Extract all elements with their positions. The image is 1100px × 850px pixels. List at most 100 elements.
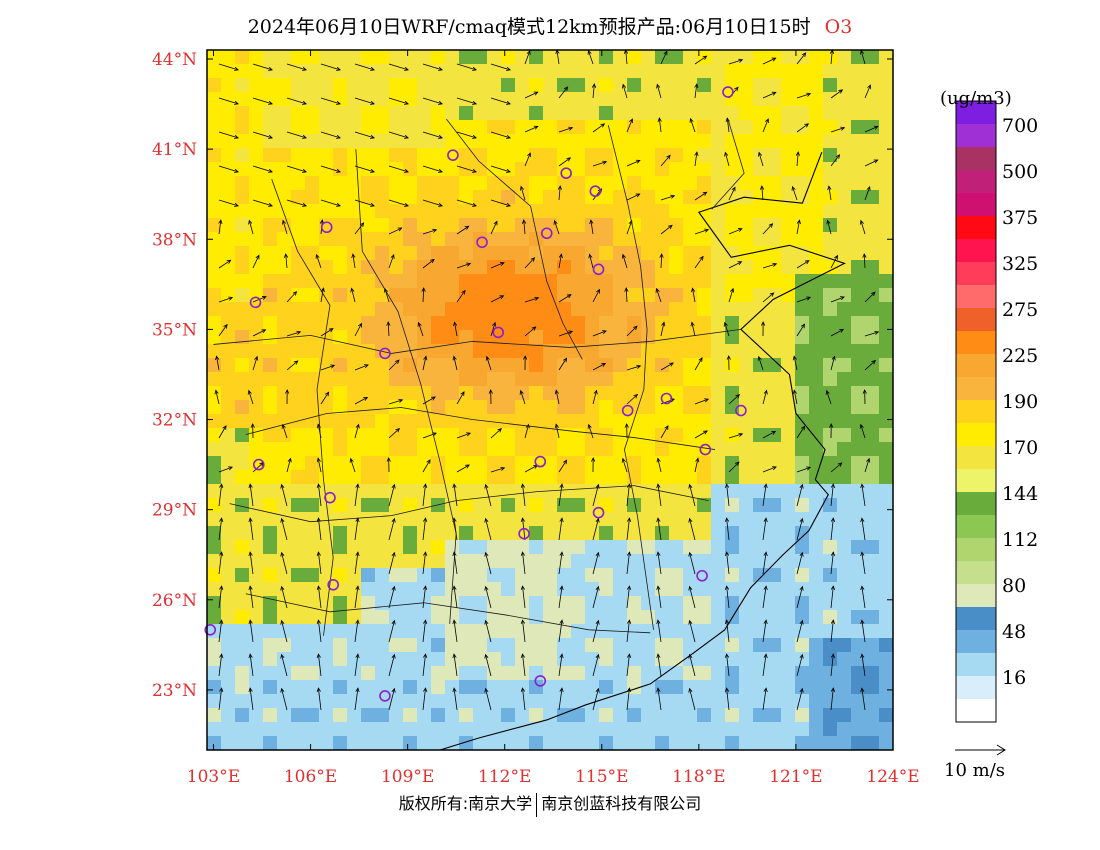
- wind-arrow: [422, 356, 427, 371]
- field-cell: [669, 106, 684, 121]
- field-cell: [739, 344, 754, 359]
- field-cell: [753, 540, 768, 555]
- field-cell: [459, 624, 474, 639]
- field-cell: [501, 596, 516, 611]
- wind-arrow-head: [763, 551, 768, 557]
- field-cell: [823, 92, 838, 107]
- field-cell: [529, 610, 544, 625]
- field-cell: [795, 218, 810, 233]
- field-cell: [277, 120, 292, 135]
- field-cell: [739, 120, 754, 135]
- field-cell: [515, 484, 530, 499]
- field-cell: [459, 652, 474, 667]
- field-cell: [291, 176, 306, 191]
- field-cell: [865, 666, 880, 681]
- field-cell: [249, 372, 264, 387]
- field-cell: [641, 246, 656, 261]
- field-cell: [403, 666, 418, 681]
- field-cell: [403, 428, 418, 443]
- field-cell: [501, 232, 516, 247]
- field-cell: [879, 64, 894, 79]
- city-station-marker: [249, 296, 262, 309]
- wind-arrow: [281, 552, 288, 575]
- field-cell: [641, 736, 656, 751]
- field-cell: [445, 666, 460, 681]
- reference-vector-label: 10 m/s: [944, 760, 1005, 781]
- field-cell: [697, 106, 712, 121]
- field-cell: [627, 694, 642, 709]
- field-cell: [361, 414, 376, 429]
- field-cell: [585, 176, 600, 191]
- field-cell: [515, 274, 530, 289]
- field-cell: [837, 50, 852, 65]
- field-cell: [781, 736, 796, 751]
- field-cell: [221, 694, 236, 709]
- field-cell: [585, 162, 600, 177]
- field-cell: [809, 120, 824, 135]
- field-cell: [571, 652, 586, 667]
- field-cell: [641, 218, 656, 233]
- field-cell: [361, 78, 376, 93]
- field-cell: [501, 526, 516, 541]
- field-cell: [585, 302, 600, 317]
- wind-arrow-head: [839, 328, 845, 333]
- field-cell: [431, 134, 446, 149]
- field-cell: [319, 708, 334, 723]
- field-cell: [389, 526, 404, 541]
- field-cell: [599, 498, 614, 513]
- wind-arrow-head: [432, 432, 437, 437]
- field-cell: [417, 176, 432, 191]
- field-cell: [361, 260, 376, 275]
- field-cell: [753, 610, 768, 625]
- field-cell: [277, 176, 292, 191]
- field-cell: [627, 582, 642, 597]
- field-cell: [473, 568, 488, 583]
- field-cell: [515, 722, 530, 737]
- field-cell: [585, 120, 600, 135]
- field-cell: [613, 176, 628, 191]
- province-boundaries: [213, 118, 846, 751]
- field-cell: [249, 218, 264, 233]
- field-cell: [403, 162, 418, 177]
- field-cell: [739, 414, 754, 429]
- field-cell: [627, 50, 642, 65]
- field-cell: [459, 344, 474, 359]
- wind-arrow: [592, 688, 599, 711]
- field-cell: [459, 274, 474, 289]
- field-cell: [277, 204, 292, 219]
- field-cell: [739, 288, 754, 303]
- wind-arrow-head: [316, 551, 321, 557]
- field-cell: [207, 330, 222, 345]
- field-cell: [781, 148, 796, 163]
- field-cell: [347, 358, 362, 373]
- wind-arrow-head: [423, 585, 428, 591]
- field-cell: [473, 92, 488, 107]
- field-cell: [585, 232, 600, 247]
- field-cell: [319, 330, 334, 345]
- field-cell: [235, 218, 250, 233]
- field-cell: [655, 652, 670, 667]
- wind-arrow-head: [559, 619, 564, 625]
- field-cell: [669, 470, 684, 485]
- field-cell: [305, 344, 320, 359]
- field-cell: [473, 610, 488, 625]
- field-cell: [599, 638, 614, 653]
- wind-arrow: [626, 620, 630, 643]
- wind-arrow-head: [219, 653, 224, 659]
- field-cell: [529, 568, 544, 583]
- field-cell: [305, 120, 320, 135]
- field-cell: [333, 414, 348, 429]
- field-cell: [221, 64, 236, 79]
- wind-arrow-head: [724, 151, 729, 157]
- field-cell: [501, 386, 516, 401]
- field-cell: [515, 694, 530, 709]
- wind-arrow: [592, 620, 599, 643]
- field-cell: [501, 78, 516, 93]
- field-cell: [879, 638, 894, 653]
- field-cell: [599, 484, 614, 499]
- field-cell: [753, 78, 768, 93]
- field-cell: [641, 372, 656, 387]
- field-cell: [459, 400, 474, 415]
- field-cell: [291, 120, 306, 135]
- field-cell: [571, 400, 586, 415]
